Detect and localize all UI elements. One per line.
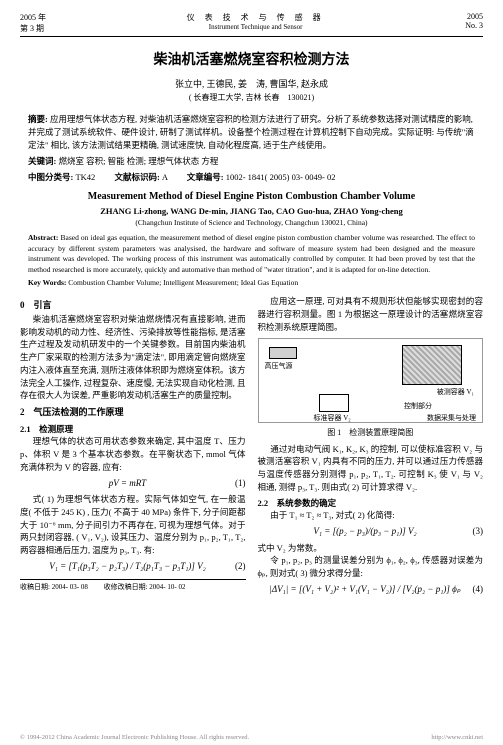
section-2: 2 气压法检测的工作原理 <box>20 406 246 420</box>
classification-row: 中图分类号: TK42 文献标识码: A 文章编号: 1002- 1841( 2… <box>28 171 475 183</box>
keywords-cn-label: 关键词: <box>28 156 56 166</box>
keywords-cn: 关键词: 燃烧室 容积; 智能 检测; 理想气体状态 方程 <box>28 155 475 167</box>
keywords-en-label: Key Words: <box>28 278 66 287</box>
keywords-en: Key Words: Combustion Chamber Volume; In… <box>28 278 475 287</box>
figure-1-caption: 图 1 检测装置原理简图 <box>258 427 484 439</box>
journal-en: Instrument Technique and Sensor <box>187 23 325 31</box>
left-column: 0 引言 柴油机活塞燃烧室容积对柴油燃烧情况有直接影响, 进而影响发动机的动力性… <box>20 295 246 599</box>
affil-cn: ( 长春理工大学, 吉林 长春 130021) <box>20 92 483 103</box>
fig-label-b: 标准容器 V₂ <box>314 413 351 424</box>
recv-date: 收稿日期: 2004- 03- 08 <box>20 583 88 591</box>
authors-cn: 张立中, 王德民, 姜 涛, 曹国华, 赵永成 <box>20 77 483 90</box>
section-0: 0 引言 <box>20 299 246 313</box>
section-2-2: 2.2 系统参数的确定 <box>258 497 484 510</box>
para-0a: 柴油机活塞燃烧室容积对柴油燃烧情况有直接影响, 进而影响发动机的动力性、经济性、… <box>20 313 246 402</box>
equation-3: V₁ = [(p₂ − p₃)/(p₃ − p₁)] V₂(3) <box>258 525 484 539</box>
watermark-left: © 1994-2012 China Academic Journal Elect… <box>20 734 249 741</box>
para-22a: 由于 T₁ ≈ T₂ ≈ T₃, 对式( 2) 化简得: <box>258 509 484 522</box>
title-cn: 柴油机活塞燃烧室容积检测方法 <box>20 49 483 69</box>
keywords-en-text: Combustion Chamber Volume; Intelligent M… <box>68 278 298 287</box>
para-col2-intro: 应用这一原理, 可对具有不规则形状但能够实现密封的容器进行容积测量。图 1 为根… <box>258 295 484 333</box>
abstract-cn: 摘要: 应用理想气体状态方程, 对柴油机活塞燃烧室容积的检测方法进行了研究。分析… <box>28 113 475 151</box>
header-year-r: 2005 <box>465 12 483 21</box>
watermark: © 1994-2012 China Academic Journal Elect… <box>20 734 483 741</box>
header-issue: 第 3 期 <box>20 23 46 34</box>
footnote: 收稿日期: 2004- 03- 08 收修改稿日期: 2004- 10- 02 <box>20 579 246 593</box>
equation-4: |ΔV₁| = [(V₁ + V₂)² + V₁(V₁ − V₂)] / [V₂… <box>258 583 484 597</box>
abstract-en-text: Based on ideal gas equation, the measure… <box>28 233 475 274</box>
abstract-cn-label: 摘要: <box>28 114 48 124</box>
para-22c: 令 p₁, p₂, p₃ 的测量误差分别为 ϕ₁, ϕ₂, ϕ₃, 传感器对误差… <box>258 554 484 580</box>
classno: TK42 <box>75 172 95 182</box>
title-en: Measurement Method of Diesel Engine Pist… <box>20 191 483 202</box>
para-col2a: 通过对电动气阀 K₁, K₂, K₃ 的控制, 可以使标准容积 V₂ 与被测活塞… <box>258 443 484 494</box>
equation-2: V₁ = [T₁(p₃T₂ − p₂T₃) / T₂(p₁T₃ − p₃T₁)]… <box>20 560 246 574</box>
classno-label: 中图分类号: <box>28 172 73 182</box>
header-year: 2005 年 <box>20 12 46 23</box>
doccode-label: 文献标识码: <box>114 172 159 182</box>
keywords-cn-text: 燃烧室 容积; 智能 检测; 理想气体状态 方程 <box>58 156 218 166</box>
abstract-en-label: Abstract: <box>28 233 58 242</box>
fig-label-d: 控制部分 <box>404 401 432 412</box>
para-22b: 式中 V₂ 为常数。 <box>258 542 484 555</box>
para-21: 理想气体的状态可用状态参数来确定, 其中温度 T、压力 p、体积 V 是 3 个… <box>20 435 246 473</box>
artno-label: 文章编号: <box>187 172 224 182</box>
affil-en: (Changchun Institute of Science and Tech… <box>20 218 483 227</box>
fig-label-c: 被测容器 V₁ <box>437 387 474 398</box>
doccode: A <box>162 172 168 182</box>
fig-label-e: 数据采集与处理 <box>427 413 476 424</box>
section-2-1: 2.1 检测原理 <box>20 423 246 436</box>
watermark-right: http://www.cnki.net <box>431 734 483 741</box>
artno: 1002- 1841( 2005) 03- 0049- 02 <box>226 172 336 182</box>
journal-cn: 仪 表 技 术 与 传 感 器 <box>187 12 325 23</box>
authors-en: ZHANG Li-zhong, WANG De-min, JIANG Tao, … <box>20 206 483 216</box>
para-21b: 式( 1) 为理想气体状态方程。实际气体如空气, 在一般温度( 不低于 245 … <box>20 493 246 557</box>
rev-date: 收修改稿日期: 2004- 10- 02 <box>104 583 186 591</box>
right-column: 应用这一原理, 可对具有不规则形状但能够实现密封的容器进行容积测量。图 1 为根… <box>258 295 484 599</box>
header-no-r: No. 3 <box>465 21 483 30</box>
abstract-en: Abstract: Based on ideal gas equation, t… <box>28 233 475 275</box>
body-columns: 0 引言 柴油机活塞燃烧室容积对柴油燃烧情况有直接影响, 进而影响发动机的动力性… <box>20 295 483 599</box>
abstract-cn-text: 应用理想气体状态方程, 对柴油机活塞燃烧室容积的检测方法进行了研究。分析了系统参… <box>28 114 474 150</box>
fig-label-a: 高压气源 <box>265 361 293 372</box>
page-header: 2005 年 第 3 期 仪 表 技 术 与 传 感 器 Instrument … <box>20 12 483 37</box>
figure-1: 高压气源 标准容器 V₂ 被测容器 V₁ 控制部分 数据采集与处理 <box>258 338 484 423</box>
equation-1: pV = mRT(1) <box>20 477 246 491</box>
